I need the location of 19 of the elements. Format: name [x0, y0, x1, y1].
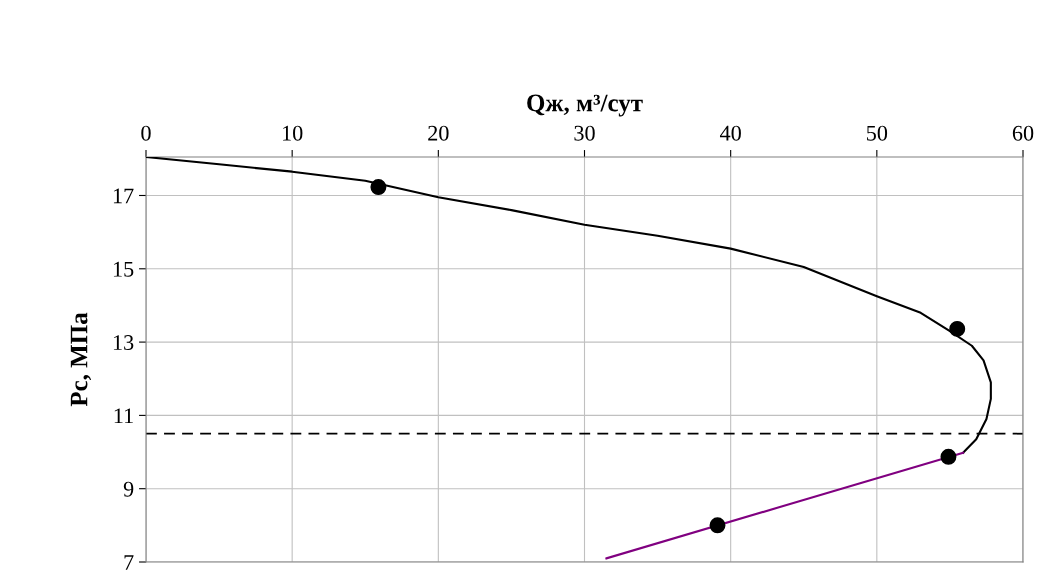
x-tick-label: 50: [867, 125, 888, 141]
point: [709, 517, 726, 534]
y-tick-label: 9: [123, 481, 134, 497]
y-tick-label: 15: [113, 261, 134, 277]
y-tick-label: 13: [113, 335, 134, 351]
x-tick-label: 10: [283, 125, 303, 141]
y-tick-label: 11: [114, 408, 133, 424]
point: [370, 179, 387, 196]
x-tick-label: 40: [719, 125, 741, 141]
y-tick-label: 7: [124, 555, 134, 570]
point: [940, 448, 957, 465]
x-axis-title: Qж, м³/сут: [527, 94, 643, 117]
point: [949, 320, 966, 337]
x-tick-label: 30: [574, 125, 595, 141]
x-tick-label: 20: [428, 125, 449, 141]
x-tick-label: 0: [141, 125, 151, 141]
y-tick-label: 17: [113, 188, 134, 204]
y-axis-title: Pс, МПа: [70, 312, 92, 407]
x-tick-label: 60: [1012, 125, 1034, 141]
